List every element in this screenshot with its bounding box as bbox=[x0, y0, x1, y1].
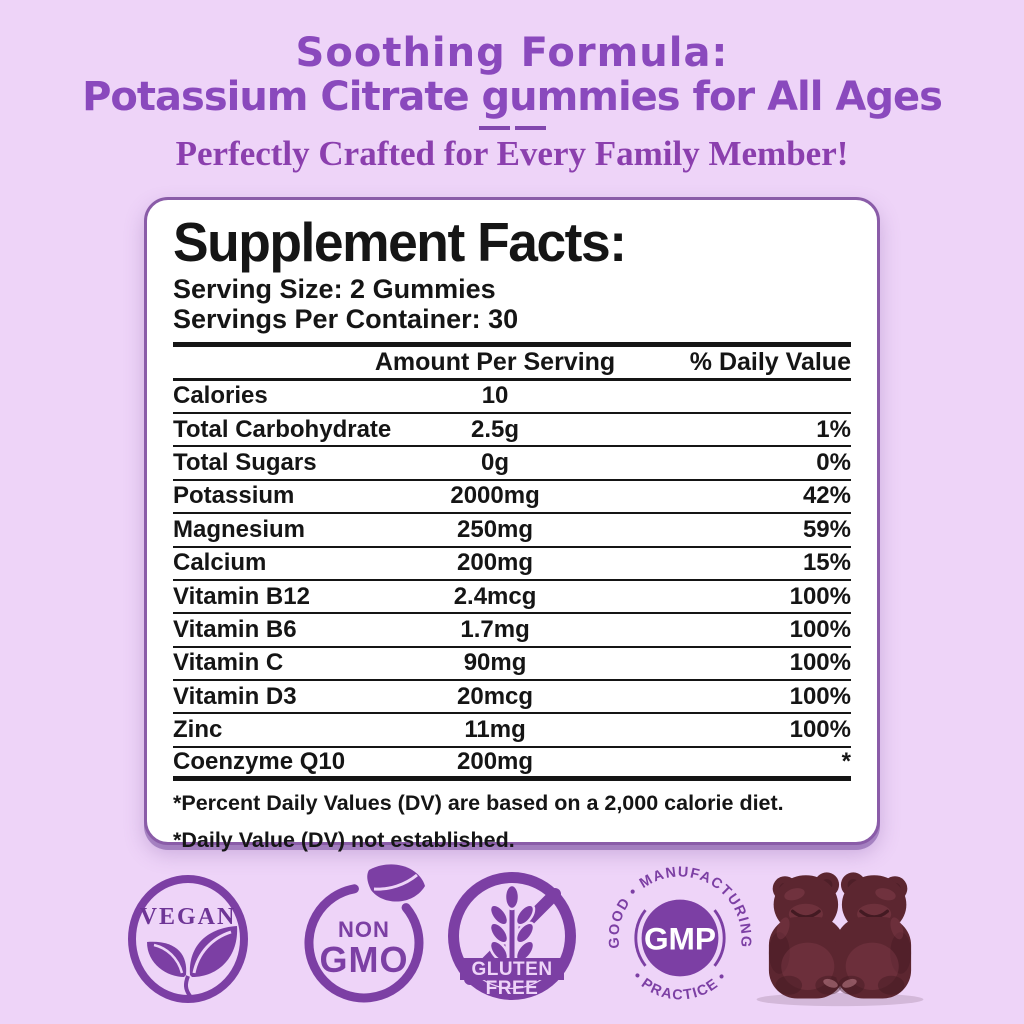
footnote-percent-dv: *Percent Daily Values (DV) are based on … bbox=[173, 791, 784, 816]
vegan-label: VEGAN bbox=[140, 904, 237, 930]
col-header-daily-value: % Daily Value bbox=[689, 347, 851, 376]
fact-daily-value: 100% bbox=[789, 615, 851, 643]
fact-name: Total Carbohydrate bbox=[173, 415, 392, 443]
fact-amount: 10 bbox=[481, 382, 509, 410]
fact-daily-value: 100% bbox=[789, 649, 851, 677]
fact-daily-value: 42% bbox=[802, 482, 851, 510]
fact-amount: 250mg bbox=[457, 515, 534, 543]
supplement-facts-panel: Supplement Facts: Serving Size: 2 Gummie… bbox=[144, 197, 880, 852]
fact-name: Magnesium bbox=[173, 515, 306, 543]
fact-row: Vitamin D3 20mcg 100% bbox=[173, 681, 851, 715]
fact-name: Calcium bbox=[173, 549, 267, 577]
panel-title: Supplement Facts: bbox=[173, 211, 627, 273]
fact-amount: 90mg bbox=[463, 649, 527, 677]
fact-amount: 11mg bbox=[464, 716, 526, 744]
leaf-icon bbox=[147, 926, 238, 998]
headline-line2: Potassium Citrate gummies for All Ages bbox=[82, 74, 943, 120]
fact-row: Calories 10 bbox=[173, 381, 851, 414]
gummy-bears-image bbox=[756, 870, 924, 1007]
gmp-center-label: GMP bbox=[644, 921, 716, 957]
fact-row: Coenzyme Q10 200mg * bbox=[173, 748, 851, 782]
fact-row: Calcium 200mg 15% bbox=[173, 548, 851, 581]
fact-daily-value: 15% bbox=[802, 549, 851, 577]
dash-icon bbox=[478, 126, 510, 130]
fact-daily-value: 100% bbox=[789, 716, 851, 744]
fact-name: Total Sugars bbox=[173, 449, 317, 477]
fact-name: Vitamin D3 bbox=[173, 682, 297, 710]
fact-daily-value: 0% bbox=[816, 449, 851, 477]
fact-amount: 0g bbox=[481, 449, 510, 477]
fact-amount: 2000mg bbox=[450, 482, 540, 510]
fact-amount: 200mg bbox=[457, 748, 534, 776]
fact-amount: 1.7mg bbox=[460, 615, 530, 643]
facts-header-row: Amount Per Serving % Daily Value bbox=[173, 347, 851, 381]
fact-row: Vitamin B12 2.4mcg 100% bbox=[173, 581, 851, 615]
fact-name: Vitamin B6 bbox=[173, 615, 297, 643]
vegan-badge-icon: VEGAN bbox=[128, 875, 248, 1003]
fact-amount: 2.4mcg bbox=[453, 582, 537, 610]
non-gmo-badge-icon: NON GMO bbox=[304, 864, 425, 1003]
wheat-icon bbox=[488, 883, 536, 969]
header-subtitle: Perfectly Crafted for Every Family Membe… bbox=[175, 134, 849, 173]
header: Soothing Formula: Potassium Citrate gumm… bbox=[0, 32, 1024, 174]
fact-row: Total Carbohydrate 2.5g 1% bbox=[173, 414, 851, 448]
divider-thick bbox=[173, 341, 851, 347]
fact-daily-value: 1% bbox=[816, 415, 851, 443]
fact-name: Coenzyme Q10 bbox=[173, 748, 346, 776]
header-divider bbox=[0, 126, 1024, 130]
fact-daily-value: 59% bbox=[802, 515, 851, 543]
non-gmo-line2: GMO bbox=[320, 939, 409, 980]
fact-row: Vitamin B6 1.7mg 100% bbox=[173, 614, 851, 648]
serving-size: Serving Size: 2 Gummies bbox=[173, 274, 496, 305]
fact-row: Potassium 2000mg 42% bbox=[173, 481, 851, 515]
fact-amount: 2.5g bbox=[471, 415, 520, 443]
gmp-badge-icon: GMP GOOD • MANUFACTURING • PRACTICE • bbox=[608, 866, 752, 1004]
fact-name: Vitamin C bbox=[173, 649, 284, 677]
facts-rows: Calories 10 Total Carbohydrate 2.5g 1% T… bbox=[173, 381, 851, 782]
fact-name: Potassium bbox=[173, 482, 295, 510]
fact-row: Magnesium 250mg 59% bbox=[173, 514, 851, 548]
fact-row: Total Sugars 0g 0% bbox=[173, 447, 851, 481]
fact-name: Vitamin B12 bbox=[173, 582, 310, 610]
leaf-icon bbox=[367, 864, 425, 902]
fact-name: Calories bbox=[173, 382, 268, 410]
fact-row: Vitamin C 90mg 100% bbox=[173, 648, 851, 682]
gluten-free-line1: GLUTEN bbox=[471, 959, 552, 980]
fact-daily-value: * bbox=[841, 748, 851, 776]
servings-per-container: Servings Per Container: 30 bbox=[173, 304, 519, 335]
footnote-dv-not-established: *Daily Value (DV) not established. bbox=[173, 828, 515, 853]
col-header-amount: Amount Per Serving bbox=[374, 347, 616, 376]
headline-line1: Soothing Formula: bbox=[295, 30, 729, 76]
fact-daily-value: 100% bbox=[789, 582, 851, 610]
fact-row: Zinc 11mg 100% bbox=[173, 714, 851, 748]
gluten-free-line2: FREE bbox=[486, 978, 539, 999]
fact-daily-value: 100% bbox=[789, 682, 851, 710]
dash-icon bbox=[514, 126, 546, 130]
non-gmo-line1: NON bbox=[338, 917, 390, 942]
fact-amount: 20mcg bbox=[457, 682, 534, 710]
gluten-free-badge-icon: GLUTEN FREE bbox=[448, 872, 576, 1000]
fact-name: Zinc bbox=[173, 716, 223, 744]
fact-amount: 200mg bbox=[457, 549, 534, 577]
